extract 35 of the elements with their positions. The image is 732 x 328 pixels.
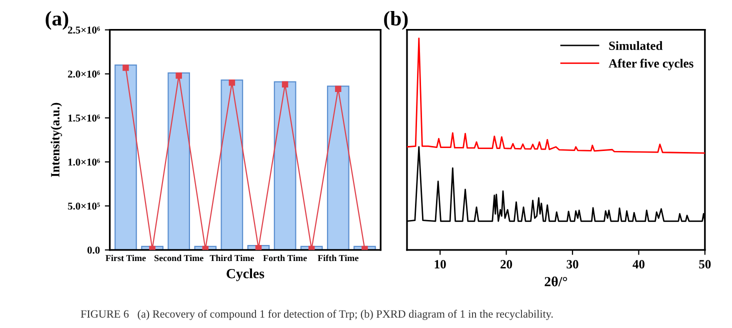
x-tick-label: 20 bbox=[500, 260, 512, 268]
y-tick-label: 1.0×10⁶ bbox=[68, 158, 100, 166]
bar bbox=[326, 86, 350, 250]
y-tick-label: 1.5×10⁶ bbox=[68, 114, 100, 122]
bar bbox=[168, 72, 190, 250]
caption: FIGURE 6 (a) Recovery of compound 1 for detection of Trp; (b) PXRD diagram of 1 in the recyclability. bbox=[80, 310, 553, 320]
x-tick-label: Forth Time bbox=[263, 254, 307, 262]
point bbox=[282, 81, 288, 88]
y-tick-label: 2.0×10⁶ bbox=[68, 70, 100, 78]
x-tick-label: 10 bbox=[434, 260, 446, 268]
x-tick-label: 50 bbox=[699, 260, 711, 268]
y-tick-label: 2.5×10⁶ bbox=[68, 26, 100, 34]
y-axis-title: Intensity(a.u.) bbox=[50, 102, 62, 177]
bar bbox=[274, 81, 296, 250]
x-tick-label: 30 bbox=[566, 260, 578, 268]
point bbox=[122, 64, 129, 71]
x-axis-title: Cycles bbox=[226, 268, 264, 282]
point bbox=[335, 86, 342, 92]
y-tick-label: 5.0×10⁵ bbox=[68, 202, 100, 210]
chart-title: (a) bbox=[46, 10, 68, 30]
y-tick-label: 0.0 bbox=[87, 246, 100, 254]
point bbox=[228, 80, 236, 86]
x-tick-label: Fifth Time bbox=[318, 254, 358, 262]
legend-label: Simulated bbox=[609, 41, 663, 50]
legend-label: After five cycles bbox=[608, 58, 694, 70]
point bbox=[255, 245, 262, 250]
x-tick-label: Second Time bbox=[154, 254, 204, 262]
point bbox=[176, 72, 182, 79]
bar bbox=[114, 64, 137, 250]
chart-title: (b) bbox=[384, 10, 408, 30]
x-tick-label: 40 bbox=[632, 260, 644, 268]
x-axis-title: 2θ/° bbox=[544, 276, 568, 286]
x-tick-label: Third Time bbox=[210, 254, 254, 262]
bar bbox=[220, 79, 244, 250]
x-tick-label: First Time bbox=[106, 254, 146, 262]
